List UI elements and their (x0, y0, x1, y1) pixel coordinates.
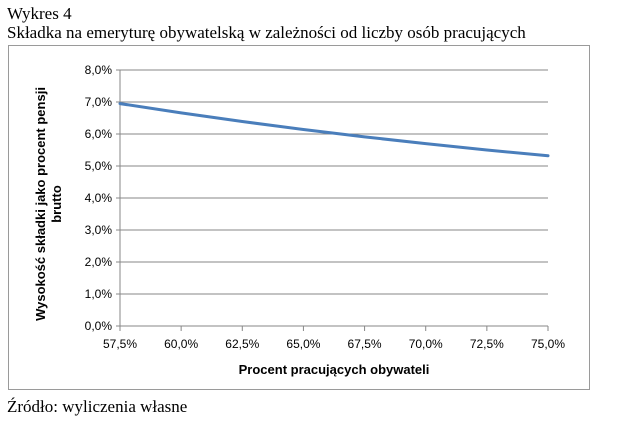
series-line (118, 102, 550, 158)
y-axis-title-line-1: Wysokość składki jako procent pensji (33, 87, 48, 321)
y-tick-label: 0,0% (85, 319, 113, 333)
gridlines (120, 69, 548, 295)
source-note: Źródło: wyliczenia własne (7, 397, 188, 416)
x-tick-label: 62,5% (225, 337, 259, 351)
x-tick-label: 67,5% (348, 337, 382, 351)
y-tick-labels: 0,0% 1,0% 2,0% 3,0% 4,0% 5,0% 6,0% 7,0% 8,0% (85, 63, 113, 333)
x-axis-title: Procent pracujących obywateli (239, 362, 430, 377)
series-layer (118, 102, 550, 158)
x-tick-label: 72,5% (470, 337, 504, 351)
y-tick-label: 7,0% (85, 95, 113, 109)
figure-title: Składka na emeryturę obywatelską w zależ… (7, 23, 526, 42)
y-tick-label: 6,0% (85, 127, 113, 141)
x-tick-label: 75,0% (531, 337, 565, 351)
y-axis-title: Wysokość składki jako procent pensji bru… (33, 87, 64, 321)
y-tick-label: 8,0% (85, 63, 113, 77)
y-axis-title-line-2: brutto (49, 185, 64, 223)
y-tick-label: 5,0% (85, 159, 113, 173)
x-tick-label: 60,0% (164, 337, 198, 351)
axes (116, 69, 549, 331)
x-tick-labels: 57,5% 60,0% 62,5% 65,0% 67,5% 70,0% 72,5% 75,0% (103, 337, 565, 351)
x-tick-label: 57,5% (103, 337, 137, 351)
chart-frame: 0,0% 1,0% 2,0% 3,0% 4,0% 5,0% 6,0% 7,0% 8,0% 57,… (8, 45, 590, 390)
line-chart: 0,0% 1,0% 2,0% 3,0% 4,0% 5,0% 6,0% 7,0% 8,0% 57,… (33, 63, 565, 377)
figure-number: Wykres 4 (7, 4, 72, 23)
x-tick-label: 65,0% (286, 337, 320, 351)
y-tick-label: 1,0% (85, 287, 113, 301)
y-tick-label: 2,0% (85, 255, 113, 269)
x-tick-label: 70,0% (409, 337, 443, 351)
y-tick-label: 3,0% (85, 223, 113, 237)
y-tick-label: 4,0% (85, 191, 113, 205)
